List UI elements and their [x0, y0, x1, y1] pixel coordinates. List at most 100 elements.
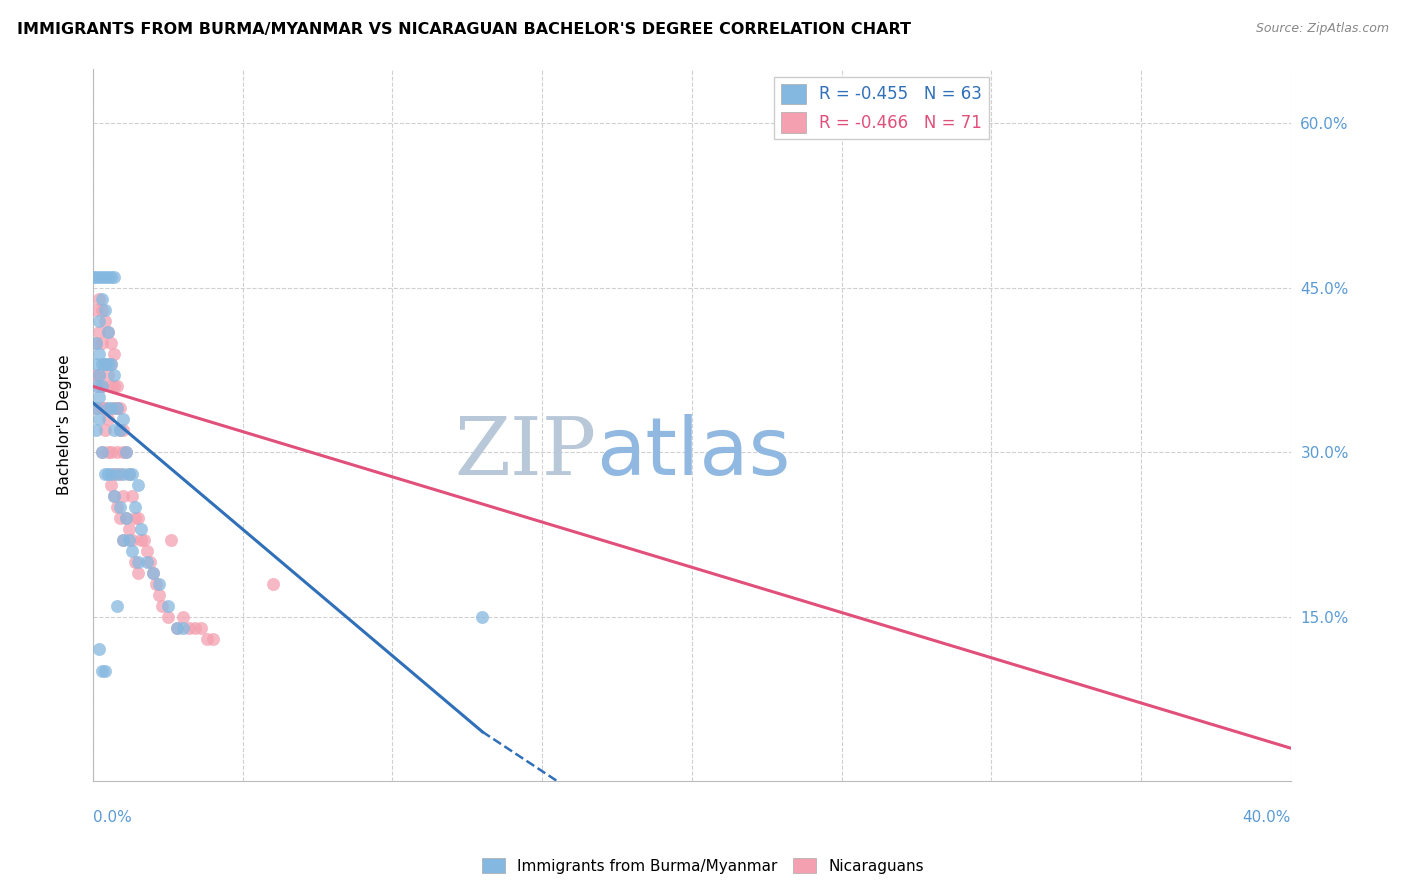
Point	[94, 358, 117, 372]
Point	[108, 500, 131, 514]
Point	[84, 401, 107, 416]
Point	[115, 511, 138, 525]
Text: Source: ZipAtlas.com: Source: ZipAtlas.com	[1256, 22, 1389, 36]
Point	[172, 621, 194, 635]
Point	[121, 467, 143, 481]
Point	[100, 478, 122, 492]
Point	[184, 621, 207, 635]
Point	[142, 566, 165, 580]
Point	[105, 401, 128, 416]
Point	[100, 358, 122, 372]
Point	[145, 576, 167, 591]
Point	[103, 423, 125, 437]
Point	[94, 302, 117, 317]
Point	[103, 368, 125, 383]
Point	[124, 511, 146, 525]
Point	[84, 423, 107, 437]
Point	[87, 642, 110, 657]
Point	[91, 292, 114, 306]
Point	[108, 511, 131, 525]
Point	[87, 292, 110, 306]
Point	[105, 599, 128, 613]
Point	[105, 445, 128, 459]
Point	[87, 313, 110, 327]
Point	[100, 269, 122, 284]
Point	[127, 566, 149, 580]
Point	[118, 467, 141, 481]
Point	[100, 401, 122, 416]
Point	[105, 467, 128, 481]
Point	[100, 358, 122, 372]
Point	[115, 511, 138, 525]
Point	[103, 489, 125, 503]
Point	[108, 423, 131, 437]
Point	[160, 533, 183, 547]
Point	[97, 401, 120, 416]
Point	[118, 533, 141, 547]
Point	[94, 423, 117, 437]
Point	[108, 423, 131, 437]
Point	[94, 313, 117, 327]
Point	[190, 621, 212, 635]
Point	[97, 368, 120, 383]
Point	[91, 445, 114, 459]
Point	[97, 445, 120, 459]
Point	[142, 566, 165, 580]
Point	[166, 621, 188, 635]
Point	[124, 500, 146, 514]
Point	[115, 445, 138, 459]
Point	[87, 368, 110, 383]
Point	[97, 412, 120, 426]
Point	[148, 588, 170, 602]
Point	[91, 379, 114, 393]
Point	[121, 489, 143, 503]
Point	[91, 358, 114, 372]
Point	[139, 555, 162, 569]
Point	[87, 412, 110, 426]
Point	[103, 346, 125, 360]
Point	[135, 555, 157, 569]
Point	[103, 467, 125, 481]
Point	[177, 621, 200, 635]
Point	[172, 609, 194, 624]
Point	[91, 445, 114, 459]
Point	[97, 467, 120, 481]
Point	[135, 544, 157, 558]
Text: atlas: atlas	[596, 414, 790, 492]
Point	[115, 445, 138, 459]
Point	[94, 467, 117, 481]
Point	[84, 269, 107, 284]
Point	[127, 511, 149, 525]
Point	[100, 335, 122, 350]
Text: 40.0%: 40.0%	[1243, 810, 1291, 824]
Point	[118, 522, 141, 536]
Point	[94, 665, 117, 679]
Point	[100, 467, 122, 481]
Point	[111, 423, 134, 437]
Y-axis label: Bachelor's Degree: Bachelor's Degree	[58, 354, 72, 495]
Point	[103, 269, 125, 284]
Point	[97, 325, 120, 339]
Point	[87, 346, 110, 360]
Point	[91, 665, 114, 679]
Point	[111, 533, 134, 547]
Point	[124, 555, 146, 569]
Text: ZIP: ZIP	[454, 414, 596, 492]
Point	[91, 269, 114, 284]
Point	[87, 379, 110, 393]
Point	[105, 500, 128, 514]
Point	[84, 401, 107, 416]
Point	[195, 632, 218, 646]
Legend: Immigrants from Burma/Myanmar, Nicaraguans: Immigrants from Burma/Myanmar, Nicaragua…	[477, 852, 929, 880]
Point	[105, 379, 128, 393]
Point	[94, 401, 117, 416]
Point	[150, 599, 173, 613]
Point	[111, 533, 134, 547]
Point	[91, 302, 114, 317]
Point	[84, 335, 107, 350]
Point	[84, 358, 107, 372]
Point	[87, 269, 110, 284]
Point	[111, 412, 134, 426]
Point	[94, 358, 117, 372]
Text: IMMIGRANTS FROM BURMA/MYANMAR VS NICARAGUAN BACHELOR'S DEGREE CORRELATION CHART: IMMIGRANTS FROM BURMA/MYANMAR VS NICARAG…	[17, 22, 911, 37]
